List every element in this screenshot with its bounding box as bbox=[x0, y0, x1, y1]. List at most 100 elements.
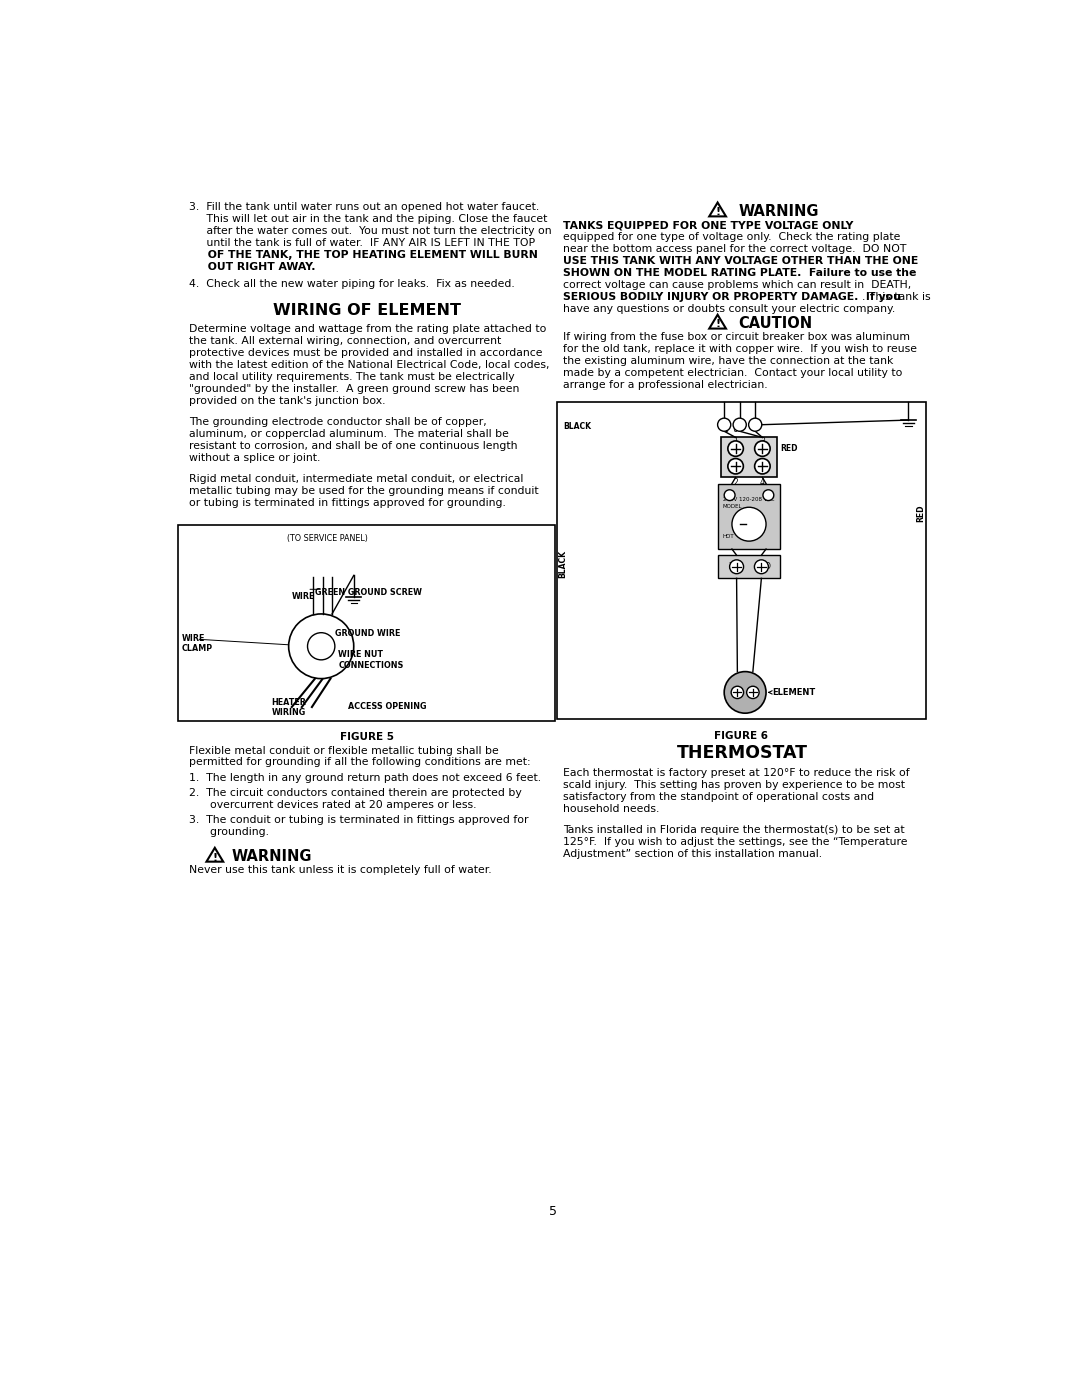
Text: without a splice or joint.: without a splice or joint. bbox=[189, 453, 321, 462]
Text: (TO SERVICE PANEL): (TO SERVICE PANEL) bbox=[287, 534, 368, 543]
Text: household needs.: household needs. bbox=[563, 803, 660, 813]
Text: GREEN GROUND SCREW: GREEN GROUND SCREW bbox=[315, 588, 422, 597]
Text: Each thermostat is factory preset at 120°F to reduce the risk of: Each thermostat is factory preset at 120… bbox=[563, 768, 909, 778]
Text: with the latest edition of the National Electrical Code, local codes,: with the latest edition of the National … bbox=[189, 360, 550, 370]
Text: arrange for a professional electrician.: arrange for a professional electrician. bbox=[563, 380, 768, 390]
Text: 3: 3 bbox=[760, 437, 765, 446]
Text: scald injury.  This setting has proven by experience to be most: scald injury. This setting has proven by… bbox=[563, 780, 905, 789]
Circle shape bbox=[730, 560, 743, 574]
Text: metallic tubing may be used for the grounding means if conduit: metallic tubing may be used for the grou… bbox=[189, 486, 539, 496]
Text: 1  o: 1 o bbox=[725, 425, 739, 434]
Text: "grounded" by the installer.  A green ground screw has been: "grounded" by the installer. A green gro… bbox=[189, 384, 519, 394]
Text: RED: RED bbox=[916, 504, 926, 522]
Text: 1: 1 bbox=[733, 437, 738, 446]
Polygon shape bbox=[710, 203, 726, 217]
Text: 4.  Check all the new water piping for leaks.  Fix as needed.: 4. Check all the new water piping for le… bbox=[189, 278, 515, 289]
Circle shape bbox=[732, 507, 766, 541]
Text: permitted for grounding if all the following conditions are met:: permitted for grounding if all the follo… bbox=[189, 757, 531, 767]
Text: FIGURE 5: FIGURE 5 bbox=[339, 732, 393, 742]
Text: CAUTION: CAUTION bbox=[739, 316, 812, 331]
Text: Determine voltage and wattage from the rating plate attached to: Determine voltage and wattage from the r… bbox=[189, 324, 546, 334]
Text: 3.  Fill the tank until water runs out an opened hot water faucet.: 3. Fill the tank until water runs out an… bbox=[189, 203, 540, 212]
Text: have any questions or doubts consult your electric company.: have any questions or doubts consult you… bbox=[563, 303, 895, 314]
Text: WIRE NUT
CONNECTIONS: WIRE NUT CONNECTIONS bbox=[338, 650, 404, 669]
Circle shape bbox=[755, 458, 770, 474]
Text: until the tank is full of water.  IF ANY AIR IS LEFT IN THE TOP: until the tank is full of water. IF ANY … bbox=[189, 237, 536, 249]
Circle shape bbox=[728, 441, 743, 457]
Bar bbox=[177, 524, 555, 721]
Text: or tubing is terminated in fittings approved for grounding.: or tubing is terminated in fittings appr… bbox=[189, 499, 507, 509]
Circle shape bbox=[731, 686, 743, 698]
Text: WIRE: WIRE bbox=[292, 592, 315, 601]
Text: provided on the tank's junction box.: provided on the tank's junction box. bbox=[189, 395, 386, 405]
Circle shape bbox=[288, 613, 354, 679]
Text: overcurrent devices rated at 20 amperes or less.: overcurrent devices rated at 20 amperes … bbox=[189, 800, 476, 810]
Text: !: ! bbox=[213, 852, 217, 862]
Circle shape bbox=[725, 490, 735, 500]
Text: Rigid metal conduit, intermediate metal conduit, or electrical: Rigid metal conduit, intermediate metal … bbox=[189, 475, 524, 485]
Text: 2: 2 bbox=[733, 478, 738, 488]
Text: FIGURE 6: FIGURE 6 bbox=[714, 731, 768, 740]
Text: the existing aluminum wire, have the connection at the tank: the existing aluminum wire, have the con… bbox=[563, 356, 893, 366]
Text: 4: 4 bbox=[760, 478, 765, 488]
Bar bbox=[718, 555, 780, 578]
Text: 2: 2 bbox=[729, 562, 733, 571]
Circle shape bbox=[725, 672, 766, 714]
Text: satisfactory from the standpoint of operational costs and: satisfactory from the standpoint of oper… bbox=[563, 792, 875, 802]
Circle shape bbox=[755, 441, 770, 457]
Text: SERIOUS BODILY INJURY OR PROPERTY DAMAGE.  If you: SERIOUS BODILY INJURY OR PROPERTY DAMAGE… bbox=[563, 292, 901, 302]
Text: The grounding electrode conductor shall be of copper,: The grounding electrode conductor shall … bbox=[189, 418, 487, 427]
Text: . This tank is: . This tank is bbox=[862, 292, 930, 302]
Text: Tanks installed in Florida require the thermostat(s) to be set at: Tanks installed in Florida require the t… bbox=[563, 826, 905, 835]
Text: O: O bbox=[765, 562, 770, 571]
Text: made by a competent electrician.  Contact your local utility to: made by a competent electrician. Contact… bbox=[563, 369, 903, 379]
Polygon shape bbox=[206, 848, 224, 862]
Polygon shape bbox=[710, 314, 726, 328]
Text: the tank. All external wiring, connection, and overcurrent: the tank. All external wiring, connectio… bbox=[189, 335, 501, 346]
Text: GROUND WIRE: GROUND WIRE bbox=[335, 629, 401, 638]
Text: !: ! bbox=[715, 207, 720, 217]
Text: 5: 5 bbox=[550, 1204, 557, 1218]
Text: MODEL: MODEL bbox=[723, 504, 742, 510]
Text: BLACK: BLACK bbox=[558, 549, 567, 578]
Text: This will let out air in the tank and the piping. Close the faucet: This will let out air in the tank and th… bbox=[189, 214, 548, 225]
Text: TANKS EQUIPPED FOR ONE TYPE VOLTAGE ONLY: TANKS EQUIPPED FOR ONE TYPE VOLTAGE ONLY bbox=[563, 221, 853, 231]
Text: WARNING: WARNING bbox=[232, 849, 312, 865]
Bar bbox=[557, 401, 926, 719]
Text: SHOWN ON THE MODEL RATING PLATE.  Failure to use the: SHOWN ON THE MODEL RATING PLATE. Failure… bbox=[563, 268, 917, 278]
Text: after the water comes out.  You must not turn the electricity on: after the water comes out. You must not … bbox=[189, 226, 552, 236]
Text: aluminum, or copperclad aluminum.  The material shall be: aluminum, or copperclad aluminum. The ma… bbox=[189, 429, 509, 439]
Text: RED: RED bbox=[780, 444, 797, 453]
Text: WARNING: WARNING bbox=[739, 204, 819, 219]
Text: ACCESS OPENING: ACCESS OPENING bbox=[349, 703, 427, 711]
Circle shape bbox=[717, 418, 731, 432]
Text: ELEMENT: ELEMENT bbox=[769, 687, 815, 697]
Circle shape bbox=[755, 560, 768, 574]
Text: WIRING OF ELEMENT: WIRING OF ELEMENT bbox=[272, 303, 460, 317]
Bar bbox=[718, 483, 780, 549]
Text: WIRE
CLAMP: WIRE CLAMP bbox=[181, 634, 213, 654]
Text: OUT RIGHT AWAY.: OUT RIGHT AWAY. bbox=[189, 263, 315, 272]
Circle shape bbox=[728, 458, 743, 474]
Circle shape bbox=[748, 418, 761, 432]
Text: USE THIS TANK WITH ANY VOLTAGE OTHER THAN THE ONE: USE THIS TANK WITH ANY VOLTAGE OTHER THA… bbox=[563, 256, 918, 265]
Text: 3.  The conduit or tubing is terminated in fittings approved for: 3. The conduit or tubing is terminated i… bbox=[189, 814, 529, 824]
Text: Adjustment” section of this installation manual.: Adjustment” section of this installation… bbox=[563, 849, 822, 859]
Circle shape bbox=[746, 686, 759, 698]
Text: OF THE TANK, THE TOP HEATING ELEMENT WILL BURN: OF THE TANK, THE TOP HEATING ELEMENT WIL… bbox=[189, 250, 538, 260]
Text: BLACK: BLACK bbox=[563, 422, 591, 430]
Text: 240V 120-208 VAC: 240V 120-208 VAC bbox=[723, 497, 774, 502]
Bar bbox=[721, 437, 777, 478]
Text: If wiring from the fuse box or circuit breaker box was aluminum: If wiring from the fuse box or circuit b… bbox=[563, 332, 910, 342]
Circle shape bbox=[762, 490, 773, 500]
Text: Never use this tank unless it is completely full of water.: Never use this tank unless it is complet… bbox=[189, 866, 491, 876]
Text: resistant to corrosion, and shall be of one continuous length: resistant to corrosion, and shall be of … bbox=[189, 441, 517, 451]
Circle shape bbox=[733, 418, 746, 432]
Text: !: ! bbox=[715, 320, 720, 330]
Text: 2.  The circuit conductors contained therein are protected by: 2. The circuit conductors contained ther… bbox=[189, 788, 522, 798]
Text: THERMOSTAT: THERMOSTAT bbox=[677, 745, 808, 761]
Text: equipped for one type of voltage only.  Check the rating plate: equipped for one type of voltage only. C… bbox=[563, 232, 901, 242]
Text: correct voltage can cause problems which can result in  DEATH,: correct voltage can cause problems which… bbox=[563, 279, 912, 289]
Text: HOT: HOT bbox=[723, 534, 734, 539]
Text: and local utility requirements. The tank must be electrically: and local utility requirements. The tank… bbox=[189, 372, 515, 381]
